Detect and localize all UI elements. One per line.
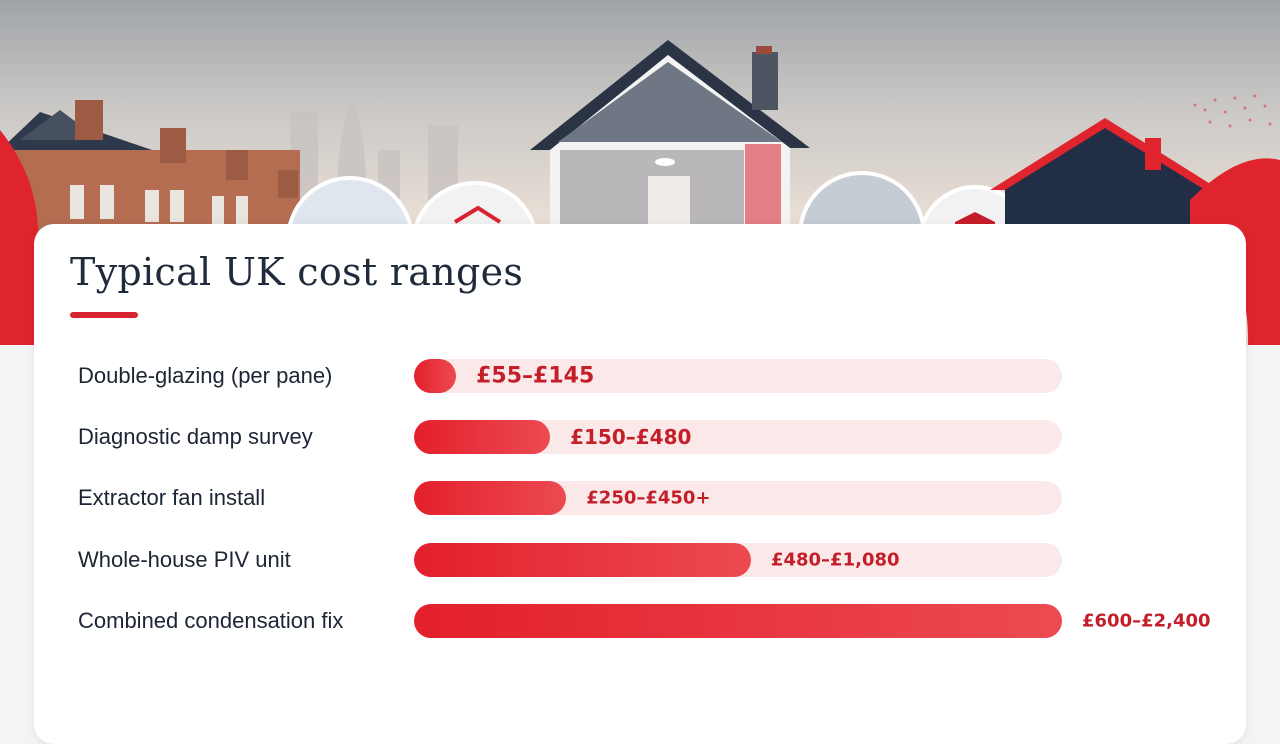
bar-track [414,481,1062,515]
bar-fill [414,543,751,577]
bar-row: Double-glazing (per pane) £55–£145 [34,356,1246,396]
bar-value-label: £55–£145 [476,363,595,389]
bar-value-label: £150–£480 [570,425,692,449]
bar-fill [414,420,551,454]
bar-value-label: £250–£450+ [586,487,711,509]
bar-row: Diagnostic damp survey £150–£480 [34,417,1246,457]
bar-category-label: Combined condensation fix [78,608,344,633]
cost-card: Typical UK cost ranges Double-glazing (p… [34,224,1246,744]
bar-row: Combined condensation fix £600–£2,400 [34,601,1246,641]
bar-fill [414,481,567,515]
bar-category-label: Extractor fan install [78,485,266,510]
bar-row: Extractor fan install £250–£450+ [34,478,1246,518]
bar-fill [414,604,1062,638]
title-underline [70,312,138,318]
bar-track [414,543,1062,577]
bar-category-label: Double-glazing (per pane) [78,363,333,388]
chart-title: Typical UK cost ranges [70,250,524,294]
bar-track [414,420,1062,454]
bar-row: Whole-house PIV unit £480–£1,080 [34,540,1246,580]
bar-fill [414,359,457,393]
bar-category-label: Diagnostic damp survey [78,424,313,449]
bar-track [414,359,1062,393]
bar-value-label: £480–£1,080 [770,549,900,571]
bar-category-label: Whole-house PIV unit [78,547,291,572]
bar-value-label: £600–£2,400 [1082,610,1211,632]
bar-track [414,604,1062,638]
